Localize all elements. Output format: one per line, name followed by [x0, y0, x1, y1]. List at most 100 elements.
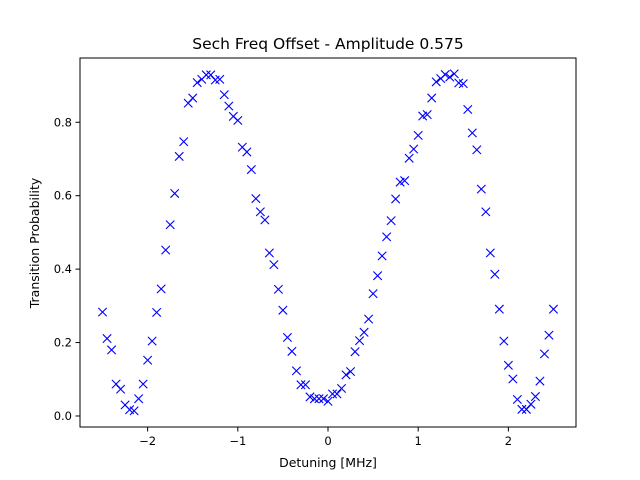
data-point	[485, 248, 495, 258]
data-point	[309, 394, 320, 404]
data-point	[273, 284, 283, 294]
data-point-stroke	[530, 391, 541, 402]
data-point	[291, 366, 302, 376]
y-tick-label: 0.4	[54, 262, 72, 276]
data-point-stroke	[359, 327, 369, 337]
data-point-stroke	[305, 392, 315, 402]
data-point-stroke	[449, 69, 459, 79]
data-point	[332, 389, 342, 399]
data-point	[363, 314, 374, 324]
data-point-stroke	[544, 330, 554, 340]
data-point	[354, 336, 365, 346]
data-point	[251, 194, 261, 204]
data-point	[548, 304, 559, 314]
data-point	[409, 144, 419, 154]
data-point-stroke	[264, 248, 274, 258]
data-point	[318, 394, 329, 404]
data-point	[422, 109, 432, 120]
data-point-stroke	[363, 314, 374, 324]
y-tick-label: 0.6	[54, 189, 72, 203]
y-tick-label: 0.8	[54, 115, 72, 129]
data-point	[242, 147, 252, 157]
data-point	[152, 307, 162, 318]
chart-title: Sech Freq Offset - Amplitude 0.575	[192, 35, 464, 53]
data-point-stroke	[341, 370, 351, 380]
data-point-stroke	[174, 151, 184, 161]
data-point	[282, 332, 293, 343]
x-tick-label: 2	[505, 434, 512, 448]
data-point	[233, 115, 243, 126]
data-point-stroke	[125, 405, 135, 415]
data-point-stroke	[354, 336, 365, 346]
data-point	[413, 130, 423, 141]
data-point-stroke	[309, 394, 320, 404]
x-tick-label: −2	[139, 434, 156, 448]
data-point	[472, 145, 482, 155]
data-point-stroke	[467, 128, 477, 138]
data-point	[458, 79, 468, 89]
data-point	[359, 327, 369, 337]
data-point	[427, 93, 437, 103]
data-point	[490, 269, 500, 279]
data-point	[440, 69, 450, 80]
data-point	[476, 184, 486, 194]
data-point-stroke	[458, 79, 468, 89]
data-point-stroke	[400, 176, 410, 186]
data-point-stroke	[102, 333, 112, 344]
data-point	[300, 380, 311, 390]
data-point-stroke	[391, 194, 401, 204]
data-point-stroke	[373, 271, 383, 281]
data-point	[246, 165, 256, 175]
data-point	[138, 379, 148, 389]
data-point	[463, 104, 473, 114]
data-point-stroke	[476, 184, 486, 194]
data-point-stroke	[485, 248, 495, 258]
data-point-stroke	[517, 404, 527, 414]
data-point-stroke	[332, 389, 342, 399]
data-point-stroke	[539, 349, 550, 359]
data-point	[161, 245, 171, 255]
data-point	[165, 220, 175, 230]
data-point-stroke	[242, 147, 252, 157]
data-point	[147, 336, 157, 346]
data-point-stroke	[291, 366, 302, 376]
data-point	[345, 366, 356, 377]
data-point-stroke	[323, 396, 333, 406]
data-point-stroke	[508, 374, 518, 384]
data-point-stroke	[156, 284, 166, 294]
data-point-stroke	[472, 145, 482, 155]
data-point	[255, 207, 265, 217]
data-point-stroke	[134, 394, 144, 404]
data-point	[391, 194, 401, 204]
data-point-stroke	[147, 336, 157, 346]
data-point-stroke	[345, 366, 356, 377]
data-point	[106, 345, 117, 355]
data-point	[368, 289, 378, 299]
data-point-stroke	[318, 394, 329, 404]
data-point-stroke	[255, 207, 265, 217]
data-point-stroke	[170, 188, 180, 199]
data-point-stroke	[499, 336, 509, 346]
data-point-stroke	[269, 260, 279, 270]
y-axis-label: Transition Probability	[27, 177, 42, 309]
data-point-stroke	[206, 70, 216, 80]
data-point-stroke	[115, 384, 126, 394]
data-point-stroke	[422, 109, 432, 120]
data-point	[323, 396, 333, 406]
data-point-stroke	[409, 144, 419, 154]
data-point-stroke	[296, 380, 306, 390]
data-point	[512, 394, 522, 405]
data-point	[296, 380, 306, 390]
data-point-stroke	[106, 345, 117, 355]
data-point	[503, 360, 513, 370]
data-point	[341, 370, 351, 380]
data-point	[404, 153, 414, 163]
data-point	[350, 347, 360, 357]
data-point-stroke	[413, 130, 423, 141]
data-point	[129, 406, 139, 416]
data-point	[134, 394, 144, 404]
data-point-stroke	[215, 74, 225, 84]
data-point	[224, 101, 234, 111]
data-point-stroke	[490, 269, 500, 279]
